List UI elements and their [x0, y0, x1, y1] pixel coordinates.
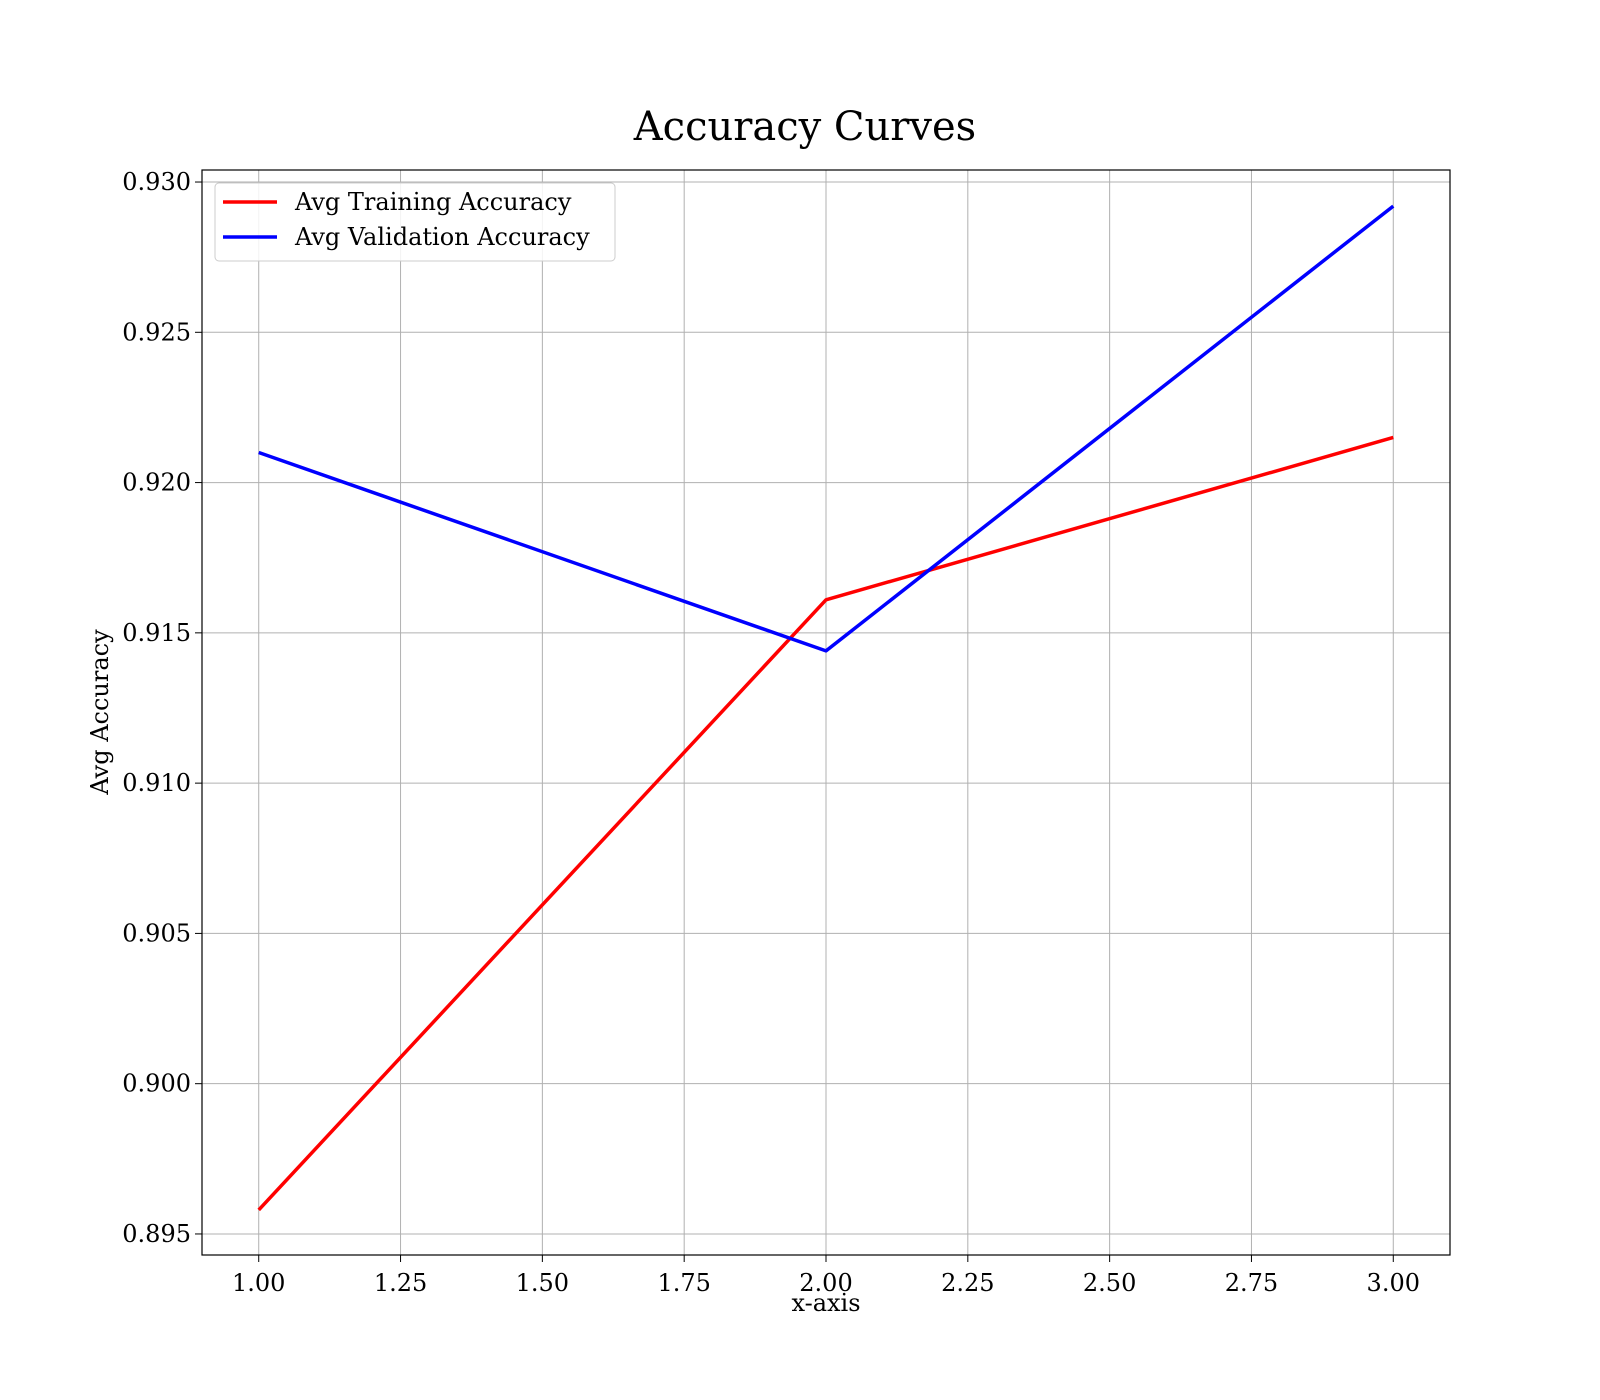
legend: Avg Training Accuracy Avg Validation Accu…: [214, 182, 616, 262]
x-tick-label: 1.50: [516, 1269, 569, 1297]
y-tick-label: 0.900: [122, 1070, 191, 1098]
y-axis-label: Avg Accuracy: [86, 629, 114, 796]
legend-label: Avg Validation Accuracy: [294, 223, 590, 251]
x-tick-label: 3.00: [1367, 1269, 1420, 1297]
legend-box: [214, 182, 616, 262]
x-axis-ticks: 1.00 1.25 1.50 1.75 2.00 2.25 2.50 2.75 3.00: [232, 1255, 1420, 1297]
x-axis-label: x-axis: [791, 1289, 860, 1317]
y-tick-label: 0.920: [122, 469, 191, 497]
y-tick-label: 0.915: [122, 619, 191, 647]
y-tick-label: 0.905: [122, 919, 191, 947]
x-tick-label: 1.25: [374, 1269, 427, 1297]
y-tick-label: 0.910: [122, 769, 191, 797]
y-tick-label: 0.895: [122, 1220, 191, 1248]
y-tick-label: 0.930: [122, 168, 191, 196]
series-lines: [257, 204, 1395, 1212]
legend-label: Avg Training Accuracy: [294, 188, 572, 216]
y-axis-ticks: 0.895 0.900 0.905 0.910 0.915 0.920 0.925 0.930: [122, 168, 202, 1248]
chart-title: Accuracy Curves: [633, 104, 976, 150]
x-tick-label: 2.75: [1225, 1269, 1278, 1297]
x-tick-label: 1.75: [657, 1269, 710, 1297]
x-tick-label: 2.25: [941, 1269, 994, 1297]
y-tick-label: 0.925: [122, 318, 191, 346]
x-tick-label: 2.50: [1083, 1269, 1136, 1297]
x-tick-label: 1.00: [232, 1269, 285, 1297]
x-tick-label: 2.00: [799, 1269, 852, 1297]
grid: [202, 170, 1450, 1255]
